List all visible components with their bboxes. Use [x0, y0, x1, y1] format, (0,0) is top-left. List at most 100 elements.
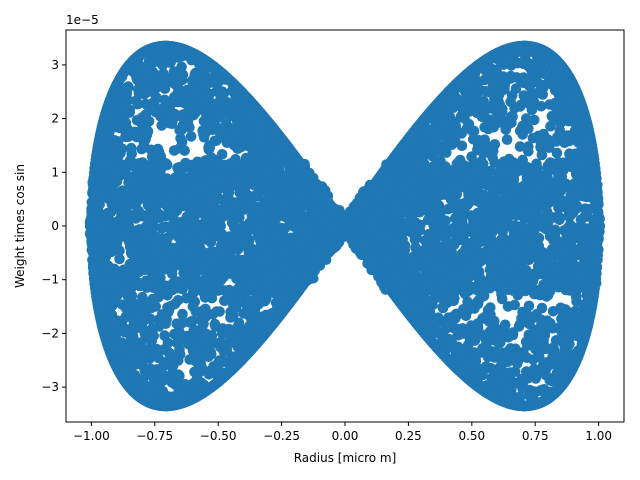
data-point — [433, 99, 445, 110]
data-point — [490, 328, 502, 339]
data-point — [106, 107, 117, 118]
data-point — [171, 69, 182, 81]
data-point — [579, 326, 590, 338]
data-point — [530, 88, 542, 99]
data-point — [153, 147, 165, 158]
data-point — [132, 380, 144, 391]
data-point — [145, 335, 157, 346]
data-point — [473, 76, 485, 88]
data-point — [159, 330, 170, 341]
data-point — [434, 113, 446, 124]
data-point — [514, 141, 526, 152]
data-point — [158, 374, 170, 386]
data-point — [176, 330, 187, 342]
data-point — [514, 319, 526, 330]
data-point — [236, 107, 248, 118]
data-point — [189, 296, 201, 308]
data-point — [271, 127, 282, 138]
data-point — [115, 148, 126, 159]
data-point — [153, 352, 164, 364]
data-point — [477, 61, 488, 72]
data-point — [172, 389, 184, 400]
data-point — [417, 301, 429, 313]
data-point — [197, 125, 208, 136]
data-point — [182, 99, 193, 111]
data-point — [502, 367, 513, 379]
data-point — [235, 330, 246, 342]
data-point — [520, 336, 532, 348]
data-point — [125, 353, 137, 364]
data-point — [144, 104, 155, 116]
data-point — [410, 125, 422, 136]
data-point — [450, 136, 461, 147]
data-point — [145, 382, 157, 393]
data-point — [221, 346, 233, 357]
data-point — [220, 74, 231, 85]
data-point — [109, 355, 120, 366]
data-point — [552, 83, 563, 94]
data-point — [523, 300, 535, 312]
data-point — [108, 298, 119, 310]
data-point — [212, 371, 224, 383]
data-point — [187, 315, 198, 327]
data-point — [505, 96, 516, 108]
data-point — [560, 350, 572, 362]
data-point — [211, 306, 222, 317]
data-point — [493, 82, 505, 94]
data-point — [233, 350, 244, 362]
data-point — [164, 106, 175, 118]
data-point — [471, 296, 483, 308]
data-point — [172, 351, 184, 363]
data-point — [457, 78, 469, 90]
data-point — [153, 321, 165, 332]
data-point — [205, 348, 217, 360]
data-point — [230, 124, 242, 135]
data-point — [455, 354, 467, 366]
data-point — [469, 98, 480, 109]
data-point — [569, 93, 580, 104]
data-point — [489, 388, 500, 399]
data-point — [121, 122, 133, 134]
data-point — [116, 71, 128, 82]
data-point — [474, 143, 486, 155]
data-point — [163, 347, 174, 358]
data-point — [481, 114, 493, 125]
data-point — [189, 325, 201, 336]
data-point — [171, 89, 183, 100]
data-point — [203, 142, 214, 153]
data-point — [457, 344, 468, 355]
data-point — [135, 117, 147, 128]
data-point — [158, 394, 170, 405]
data-point — [518, 72, 529, 83]
data-point — [472, 318, 484, 329]
data-point — [123, 81, 134, 93]
data-point — [160, 75, 172, 86]
data-point — [179, 379, 191, 390]
data-point — [256, 136, 268, 148]
data-point — [276, 136, 288, 148]
data-point — [477, 381, 488, 392]
data-point — [148, 372, 159, 384]
data-point — [141, 129, 153, 141]
data-point — [144, 65, 155, 76]
data-point — [509, 352, 521, 363]
data-point — [197, 305, 208, 317]
data-point — [162, 307, 174, 318]
data-point — [468, 134, 479, 145]
data-point — [541, 343, 553, 354]
data-point — [212, 125, 224, 137]
data-point — [556, 363, 567, 374]
data-point — [407, 134, 419, 145]
data-point — [547, 306, 559, 317]
data-point — [526, 389, 538, 400]
data-point — [254, 293, 266, 305]
data-point — [463, 330, 475, 341]
data-point — [528, 58, 539, 70]
data-point — [557, 307, 569, 318]
data-point — [454, 97, 465, 108]
data-point — [530, 373, 541, 384]
data-point — [463, 118, 475, 130]
data-point — [487, 145, 499, 157]
data-point — [485, 302, 496, 313]
